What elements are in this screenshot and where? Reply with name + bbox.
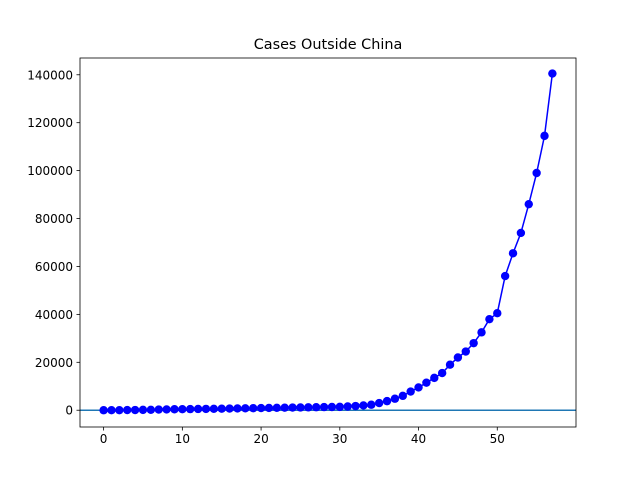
data-point [524, 199, 533, 209]
data-point [327, 402, 337, 412]
data-point [540, 131, 549, 141]
data-point [445, 360, 455, 369]
data-point [280, 403, 289, 412]
axes: 0 10 20 30 40 50 0 20000 40000 60000 80000 100000 12… [27, 57, 577, 446]
data-point [311, 403, 321, 412]
data-point [115, 405, 124, 415]
data-point [548, 69, 557, 78]
x-tick-label: 10 [175, 432, 190, 446]
y-tick-label: 20000 [35, 356, 73, 370]
chart-title: Cases Outside China [254, 37, 403, 53]
data-point [264, 403, 274, 413]
data-point [249, 403, 258, 413]
data-point [146, 405, 156, 415]
data-point [485, 314, 494, 324]
data-point [319, 402, 329, 412]
data-point [186, 404, 195, 414]
data-point [469, 338, 478, 348]
data-point [138, 405, 148, 415]
data-point [367, 400, 376, 409]
data-point [225, 404, 234, 413]
data-point [374, 398, 384, 408]
data-point [170, 405, 179, 414]
data-point [430, 373, 439, 383]
data-point [304, 403, 313, 412]
data-point [359, 401, 368, 410]
x-tick-label: 0 [100, 432, 108, 446]
plot-area [80, 69, 576, 415]
data-point [162, 405, 171, 414]
y-tick-label: 120000 [27, 116, 73, 130]
data-point [123, 405, 132, 415]
y-tick-label: 40000 [35, 308, 73, 322]
data-point [193, 404, 203, 414]
data-point [296, 403, 305, 412]
x-tick-label: 40 [411, 432, 426, 446]
data-point [241, 404, 250, 413]
data-point [178, 404, 187, 414]
y-tick-label: 0 [65, 404, 73, 418]
data-point [201, 404, 211, 414]
data-point [288, 403, 297, 412]
data-point [343, 402, 352, 411]
data-point [209, 404, 219, 414]
data-point [437, 368, 447, 378]
data-point [500, 271, 510, 281]
data-point [217, 404, 226, 413]
data-point [532, 168, 541, 178]
y-tick-label: 80000 [35, 212, 73, 226]
data-point [508, 249, 518, 258]
data-point [382, 396, 392, 406]
x-tick-label: 30 [332, 432, 347, 446]
data-point [272, 403, 282, 413]
data-point [351, 401, 360, 411]
data-point [107, 406, 116, 415]
data-point [154, 405, 163, 414]
y-tick-label: 60000 [35, 260, 73, 274]
y-tick-label: 100000 [27, 164, 73, 178]
data-point [453, 353, 463, 362]
data-point [493, 308, 502, 318]
axes-frame [79, 57, 577, 428]
data-point [461, 347, 470, 356]
y-tick-label: 140000 [27, 68, 73, 82]
data-point [335, 402, 345, 412]
data-point [398, 391, 407, 401]
data-point [422, 378, 431, 387]
data-point [390, 394, 400, 403]
data-point [233, 404, 242, 413]
data-point [516, 228, 526, 238]
data-point [414, 383, 423, 392]
data-point [477, 328, 486, 337]
data-point [99, 406, 108, 415]
x-tick-label: 50 [490, 432, 505, 446]
data-point [256, 403, 266, 413]
data-point [406, 387, 415, 396]
data-point [130, 405, 140, 415]
x-tick-label: 20 [253, 432, 268, 446]
